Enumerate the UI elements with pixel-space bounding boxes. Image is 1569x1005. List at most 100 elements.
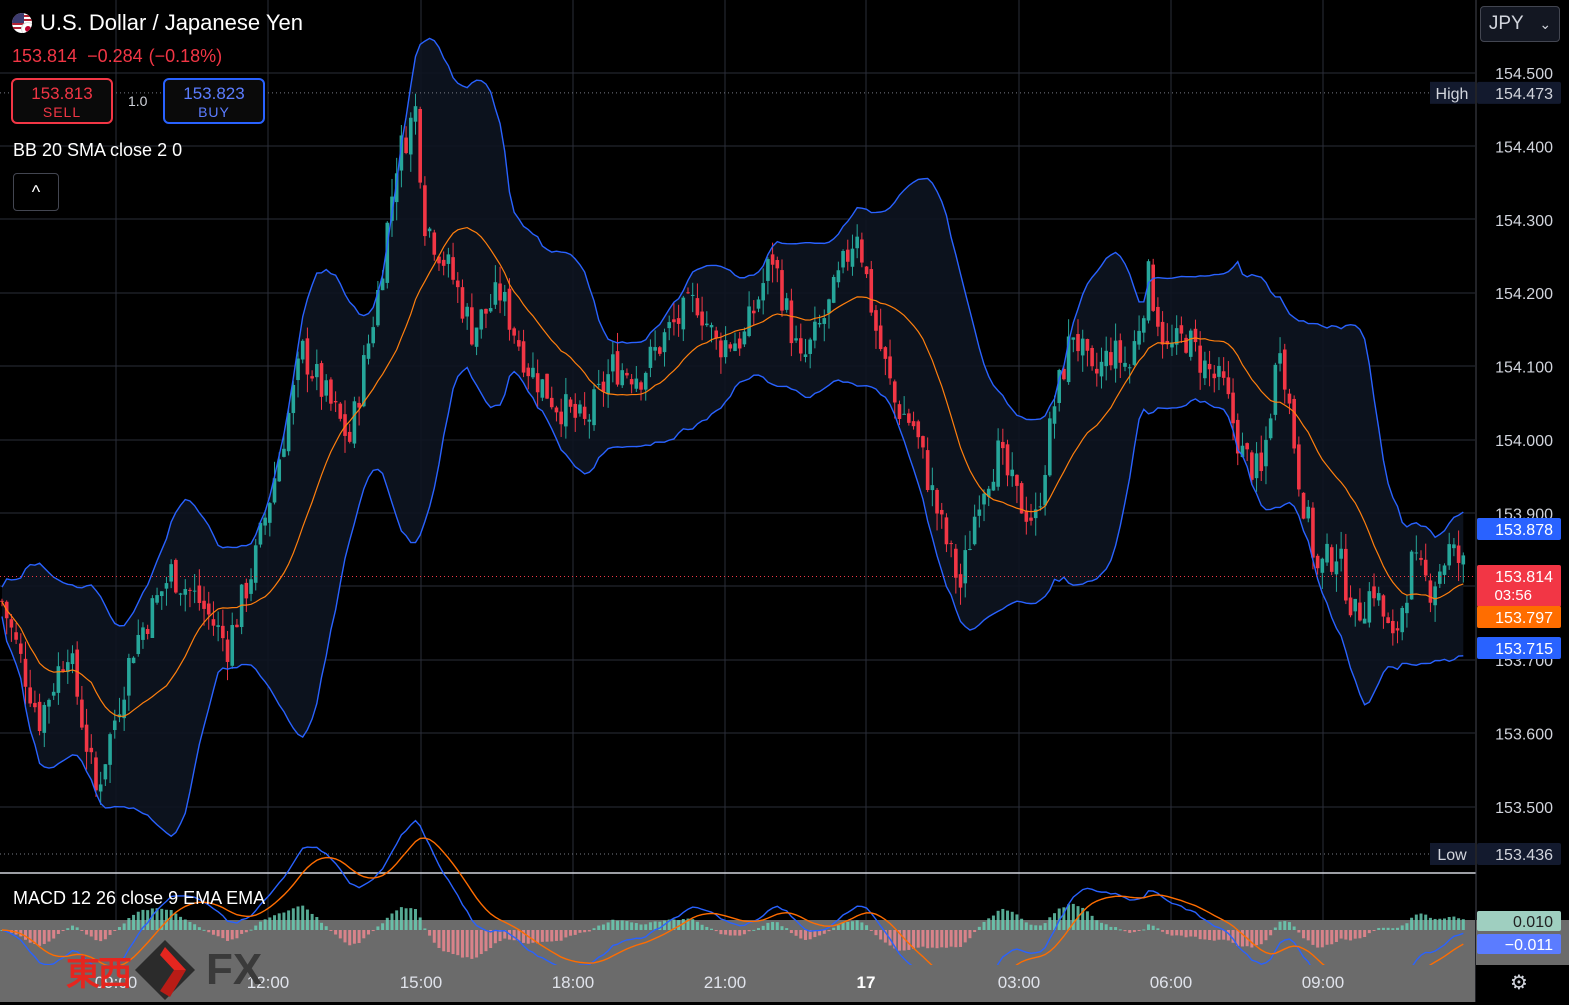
- logo-fx: FX: [206, 945, 263, 994]
- candle-body: [1447, 544, 1452, 566]
- symbol-title[interactable]: U.S. Dollar / Japanese Yen: [40, 10, 303, 35]
- macd-histogram-bar: [587, 930, 591, 932]
- candle-body: [813, 321, 817, 341]
- sell-label: SELL: [42, 104, 82, 120]
- candle-body: [1109, 352, 1113, 366]
- candle-body: [474, 327, 479, 347]
- macd-histogram-bar: [1024, 922, 1028, 930]
- candle-body: [1174, 328, 1179, 345]
- candle-body: [98, 784, 103, 792]
- candle-body: [1297, 444, 1301, 490]
- macd-histogram-bar: [902, 930, 906, 951]
- macd-histogram-bar: [756, 928, 760, 930]
- candle-body: [394, 173, 399, 203]
- macd-histogram-bar: [1339, 930, 1343, 939]
- candle-body: [1235, 419, 1240, 454]
- bollinger-legend[interactable]: BB 20 SMA close 2 0: [13, 140, 183, 160]
- macd-histogram-bar: [1302, 930, 1306, 939]
- macd-histogram-bar: [639, 924, 643, 930]
- macd-histogram-bar: [789, 930, 793, 934]
- macd-histogram-bar: [1381, 927, 1385, 930]
- macd-histogram-bar: [155, 908, 159, 930]
- macd-histogram-bar: [1062, 907, 1066, 930]
- macd-histogram-bar: [80, 930, 84, 931]
- candle-body: [559, 411, 563, 425]
- candle-body: [1362, 618, 1367, 624]
- candle-body: [719, 340, 723, 358]
- macd-histogram-bar: [850, 921, 854, 930]
- candle-body: [451, 257, 455, 280]
- currency-select[interactable]: JPY ⌄: [1480, 6, 1560, 42]
- sell-button[interactable]: 153.813 SELL: [11, 78, 113, 124]
- collapse-legend-button[interactable]: ^: [13, 173, 59, 211]
- candle-body: [517, 340, 521, 347]
- macd-histogram-bar: [592, 928, 596, 930]
- macd-histogram-bar: [879, 930, 883, 940]
- gear-icon[interactable]: ⚙: [1510, 972, 1528, 994]
- macd-histogram-bar: [1104, 924, 1108, 930]
- macd-histogram-bar: [695, 921, 699, 930]
- candle-body: [869, 269, 874, 313]
- candle-body: [1151, 264, 1155, 311]
- candle-body: [1184, 337, 1188, 353]
- macd-histogram-bar: [897, 930, 901, 951]
- macd-histogram-bar: [616, 920, 620, 930]
- high-label: High: [1436, 86, 1469, 103]
- candle-body: [878, 325, 883, 350]
- candle-body: [747, 306, 751, 337]
- macd-histogram-bar: [874, 930, 878, 936]
- candle-body: [352, 401, 357, 444]
- macd-histogram-bar: [545, 930, 549, 942]
- macd-histogram-bar: [710, 928, 714, 930]
- macd-histogram-bar: [648, 922, 652, 930]
- macd-histogram-bar: [169, 910, 173, 930]
- time-tick-label: 18:00: [552, 973, 595, 992]
- candle-body: [1278, 353, 1282, 364]
- candle-body: [291, 384, 296, 414]
- candle-body: [51, 691, 56, 696]
- macd-histogram-bar: [935, 930, 939, 949]
- countdown-value: 03:56: [1494, 587, 1532, 604]
- candle-body: [268, 503, 272, 523]
- macd-histogram-bar: [1330, 930, 1334, 945]
- macd-histogram-bar: [446, 930, 450, 953]
- candle-body: [944, 517, 949, 545]
- macd-histogram-bar: [1208, 930, 1212, 941]
- macd-histogram-bar: [174, 913, 178, 930]
- candle-body: [1221, 371, 1226, 378]
- candle-body: [986, 488, 991, 497]
- candle-body: [700, 311, 704, 326]
- candle-body: [582, 406, 587, 419]
- macd-histogram-bar: [216, 930, 220, 937]
- macd-histogram-bar: [832, 927, 836, 930]
- macd-histogram-bar: [987, 918, 991, 930]
- currency-value: JPY: [1488, 13, 1524, 34]
- macd-histogram-bar: [573, 930, 577, 935]
- bb-upper-line: [1, 37, 1464, 627]
- order-quantity[interactable]: 1.0: [128, 93, 148, 109]
- candle-body: [1414, 552, 1419, 554]
- chevron-up-icon: ^: [31, 181, 41, 202]
- macd-histogram-bar: [930, 930, 934, 948]
- macd-histogram-bar: [959, 930, 963, 947]
- candle-body: [437, 256, 441, 264]
- macd-histogram-bar: [277, 913, 281, 930]
- macd-legend[interactable]: MACD 12 26 close 9 EMA EMA: [13, 888, 266, 908]
- buy-button[interactable]: 153.823 BUY: [163, 78, 265, 124]
- macd-histogram-bar: [1151, 925, 1155, 930]
- macd-histogram-bar: [94, 930, 98, 941]
- macd-histogram-bar: [1142, 929, 1146, 931]
- candle-body: [1076, 334, 1080, 352]
- time-tick-label: 21:00: [704, 973, 747, 992]
- macd-histogram-bar: [1283, 921, 1287, 930]
- candle-body: [18, 643, 23, 654]
- candle-body: [897, 404, 902, 419]
- candle-body: [770, 254, 775, 265]
- macd-histogram-bar: [404, 908, 408, 930]
- candle-body: [460, 287, 465, 319]
- candle-body: [305, 338, 310, 375]
- candle-body: [620, 370, 625, 386]
- macd-histogram-bar: [362, 930, 366, 939]
- candle-body: [455, 280, 460, 288]
